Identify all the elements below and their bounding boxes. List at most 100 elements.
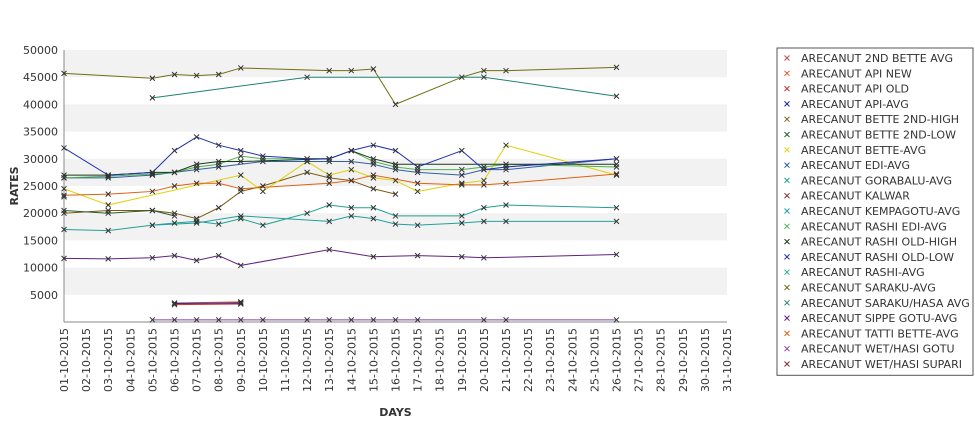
data-point (105, 256, 112, 262)
data-point (458, 166, 465, 173)
x-tick-label: 17-10-2015 (412, 328, 425, 392)
x-tick-label: 21-10-2015 (500, 328, 513, 392)
legend-label: ARECANUT BETTE-AVG (801, 144, 926, 157)
data-point (458, 74, 465, 81)
x-tick-label: 31-10-2015 (721, 328, 734, 392)
data-point (149, 316, 156, 323)
legend-item: ARECANUT API OLD (784, 83, 909, 96)
data-point (370, 215, 377, 222)
series-line (63, 136, 617, 176)
x-tick-label: 29-10-2015 (677, 328, 690, 392)
data-point (392, 191, 399, 198)
legend-item: ARECANUT RASHI OLD-HIGH (784, 236, 957, 249)
grid-band (64, 213, 727, 241)
data-point (784, 101, 790, 107)
data-point (503, 202, 509, 208)
data-point (237, 65, 244, 71)
legend-label: ARECANUT API-AVG (801, 98, 909, 111)
data-point (392, 147, 399, 154)
x-tick-label: 11-10-2015 (279, 328, 292, 392)
x-tick-labels: 01-10-2015 02-10-2015 03-10-2015 04-10-2015… (58, 328, 734, 392)
x-tick-label: 01-10-2015 (58, 328, 71, 392)
data-point (105, 210, 112, 217)
data-point (392, 221, 399, 227)
data-point (105, 191, 112, 198)
data-point (784, 55, 790, 61)
data-point (458, 172, 465, 178)
x-tick-label: 09-10-2015 (235, 328, 248, 392)
y-tick-label: 50000 (23, 44, 58, 57)
legend-label: ARECANUT TATTI BETTE-AVG (801, 327, 959, 340)
data-point (613, 64, 620, 71)
data-point (193, 180, 200, 187)
data-point (215, 204, 222, 211)
legend-item: ARECANUT BETTE 2ND-HIGH (784, 113, 959, 126)
x-tick-label: 24-10-2015 (566, 328, 579, 392)
x-tick-label: 27-10-2015 (633, 328, 646, 392)
data-point (105, 173, 112, 180)
data-point (458, 253, 465, 260)
data-point (503, 142, 509, 149)
data-point (215, 252, 222, 259)
data-point (326, 180, 333, 187)
legend-label: ARECANUT RASHI EDI-AVG (801, 220, 947, 233)
data-point (503, 180, 509, 187)
data-point (784, 238, 790, 245)
data-point (613, 218, 620, 225)
x-tick-label: 30-10-2015 (699, 328, 712, 392)
legend-label: ARECANUT SIPPE GOTU-AVG (801, 312, 957, 325)
data-point (61, 226, 67, 233)
legend-item: ARECANUT API-AVG (784, 98, 909, 111)
legend-label: ARECANUT WET/HASI SUPARI (801, 358, 962, 371)
data-point (784, 315, 790, 321)
data-point (326, 218, 333, 225)
data-point (326, 172, 333, 178)
data-point (370, 142, 377, 149)
data-point (370, 66, 377, 72)
data-point (237, 213, 244, 219)
data-point (784, 254, 790, 260)
data-point (414, 188, 421, 195)
data-point (784, 223, 790, 230)
data-point (348, 166, 355, 173)
data-point (237, 185, 244, 192)
data-point (613, 155, 620, 162)
y-tick-labels: 5000 10000 15000 20000 25000 30000 35000 40000 4… (23, 44, 58, 302)
data-point (304, 169, 310, 176)
data-point (237, 316, 244, 323)
x-tick-label: 13-10-2015 (323, 328, 336, 392)
data-point (149, 207, 156, 214)
axes (63, 50, 727, 323)
data-point (260, 153, 266, 159)
data-point (105, 172, 112, 178)
data-point (348, 67, 355, 74)
x-tick-label: 06-10-2015 (169, 328, 182, 392)
data-point (171, 183, 178, 189)
series-line (152, 215, 617, 226)
series-line (63, 249, 617, 266)
data-point (61, 194, 67, 200)
data-point (458, 147, 465, 154)
data-point (171, 71, 178, 78)
legend-item: ARECANUT SIPPE GOTU-AVG (784, 312, 957, 325)
grid-band (64, 267, 727, 295)
data-point (784, 162, 790, 168)
data-point (481, 218, 487, 225)
data-point (414, 316, 421, 323)
legend-label: ARECANUT API OLD (801, 83, 909, 96)
data-point (105, 202, 112, 208)
data-point (392, 101, 399, 108)
data-point (613, 172, 620, 178)
data-point (414, 180, 421, 187)
data-point (458, 220, 465, 226)
x-tick-label: 08-10-2015 (213, 328, 226, 392)
series-line (63, 144, 617, 206)
legend-item: ARECANUT EDI-AVG (784, 159, 910, 172)
data-point (193, 161, 200, 168)
data-point (326, 316, 333, 323)
data-point (503, 316, 509, 323)
data-point (784, 131, 790, 138)
legend-item: ARECANUT KEMPAGOTU-AVG (784, 205, 960, 218)
data-point (370, 185, 377, 192)
series-line (174, 301, 241, 304)
